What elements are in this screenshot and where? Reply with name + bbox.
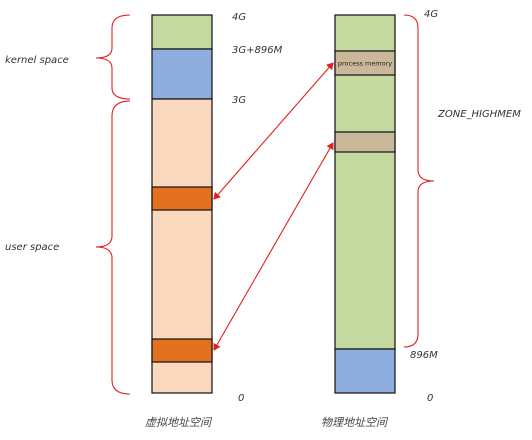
kernel-space-brace xyxy=(96,15,130,99)
kernel-space-label: kernel space xyxy=(5,55,69,66)
physical-low-896m-block xyxy=(335,349,395,393)
virtual-0-label: 0 xyxy=(238,393,244,404)
process-memory-label: process memory xyxy=(338,60,392,68)
physical-mapped-block xyxy=(335,132,395,152)
user-space-label: user space xyxy=(5,242,59,253)
mapping-arrow-upper xyxy=(214,63,333,199)
physical-896m-label: 896M xyxy=(410,350,438,361)
physical-0-label: 0 xyxy=(427,393,433,404)
virtual-4g-label: 4G xyxy=(232,12,246,23)
physical-4g-label: 4G xyxy=(424,9,438,20)
virtual-address-column xyxy=(152,15,212,393)
virtual-3g-896m-label: 3G+896M xyxy=(232,45,283,56)
mapping-arrow-lower xyxy=(214,143,333,350)
user-space-brace xyxy=(96,101,130,394)
virtual-mapped-region-lower xyxy=(152,339,212,362)
physical-address-column: process memory xyxy=(335,15,395,393)
virtual-address-space-caption: 虚拟地址空间 xyxy=(145,416,213,429)
zone-highmem-label: ZONE_HIGHMEM xyxy=(437,109,521,120)
physical-address-space-caption: 物理地址空间 xyxy=(321,416,389,429)
virtual-3g-label: 3G xyxy=(232,95,246,106)
zone-highmem-brace xyxy=(404,15,434,347)
virtual-kernel-896m-block xyxy=(152,49,212,99)
virtual-mapped-region-upper xyxy=(152,187,212,210)
virtual-kernel-top-block xyxy=(152,15,212,49)
